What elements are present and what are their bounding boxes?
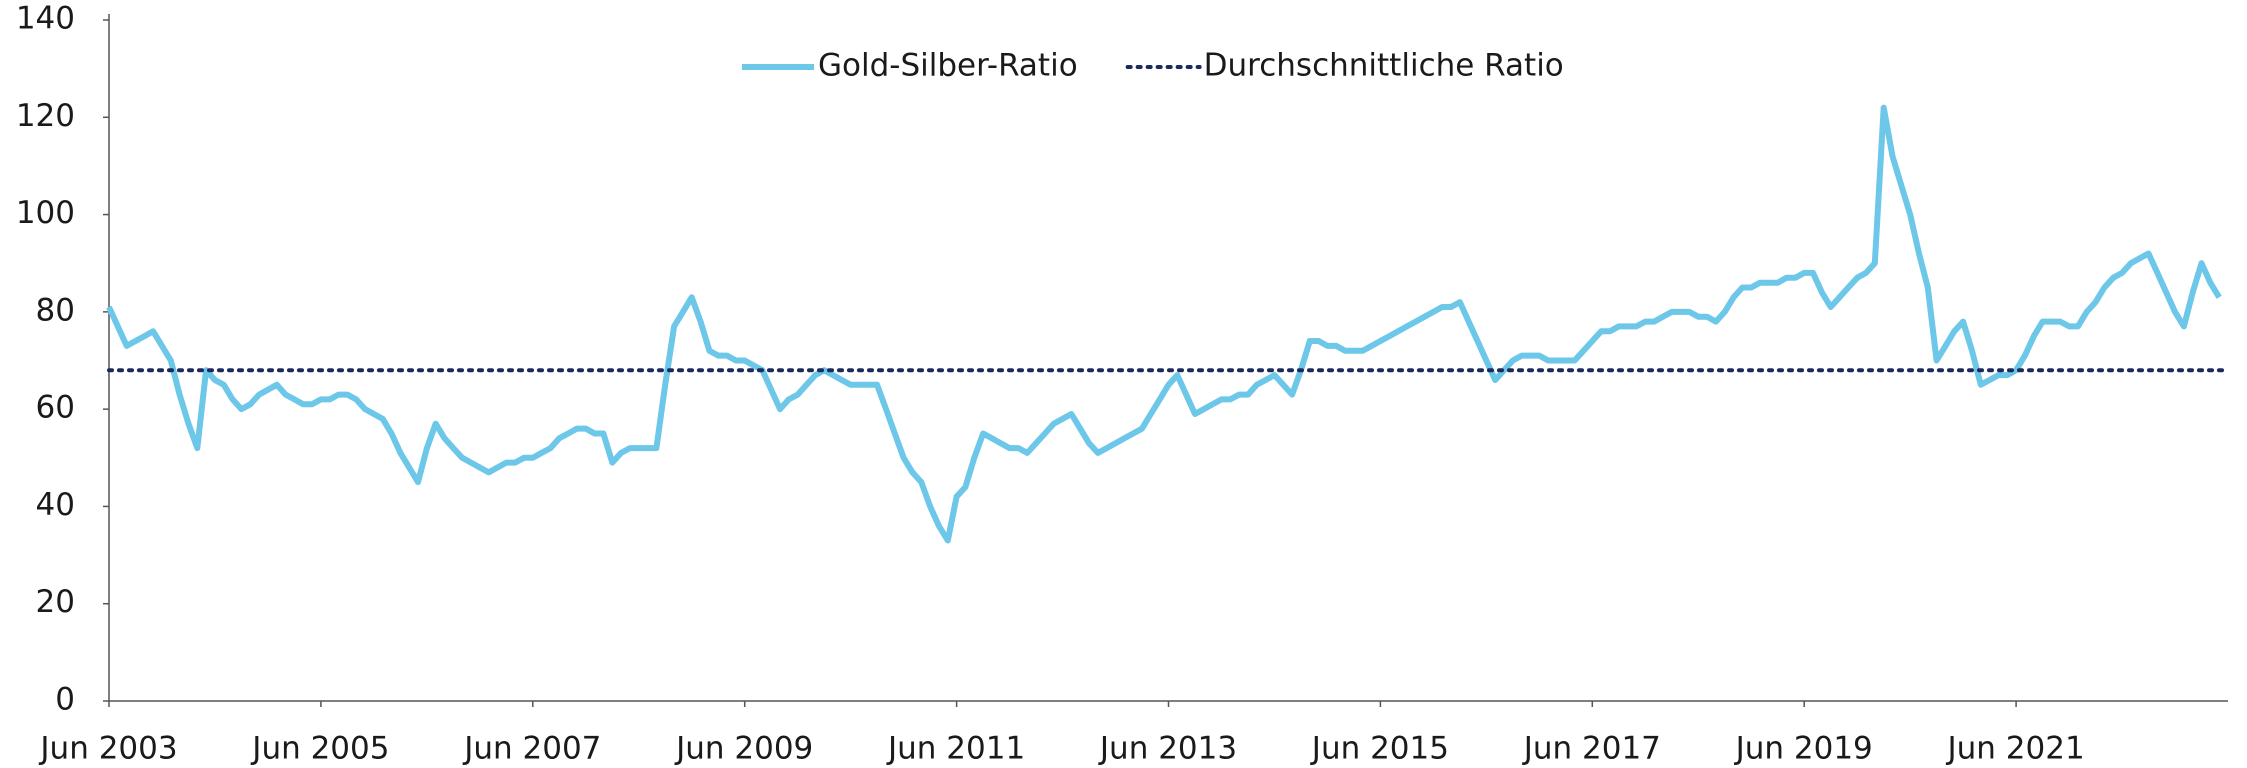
x-tick-label: Jun 2011	[886, 731, 1025, 767]
x-tick-label: Jun 2015	[1310, 731, 1449, 767]
y-tick-label: 100	[16, 195, 75, 231]
y-tick-label: 80	[36, 292, 75, 328]
data-line	[106, 104, 2222, 544]
y-tick-label: 60	[36, 390, 75, 426]
x-tick-label: Jun 2003	[38, 731, 177, 767]
x-tick-label: Jun 2005	[250, 731, 389, 767]
x-tick-label: Jun 2009	[674, 731, 813, 767]
legend-label: Durchschnittliche Ratio	[1204, 48, 1564, 84]
x-tick-label: Jun 2007	[462, 731, 601, 767]
y-tick-label: 140	[16, 1, 75, 37]
legend-label: Gold-Silber-Ratio	[818, 48, 1078, 84]
x-tick-label: Jun 2017	[1522, 731, 1661, 767]
x-tick-label: Jun 2019	[1734, 731, 1873, 767]
x-tick-label: Jun 2013	[1098, 731, 1237, 767]
y-tick-label: 0	[55, 682, 75, 718]
x-tick-label: Jun 2021	[1946, 731, 2085, 767]
y-tick-label: 20	[36, 584, 75, 620]
y-tick-label: 120	[16, 98, 75, 134]
y-tick-label: 40	[36, 487, 75, 523]
